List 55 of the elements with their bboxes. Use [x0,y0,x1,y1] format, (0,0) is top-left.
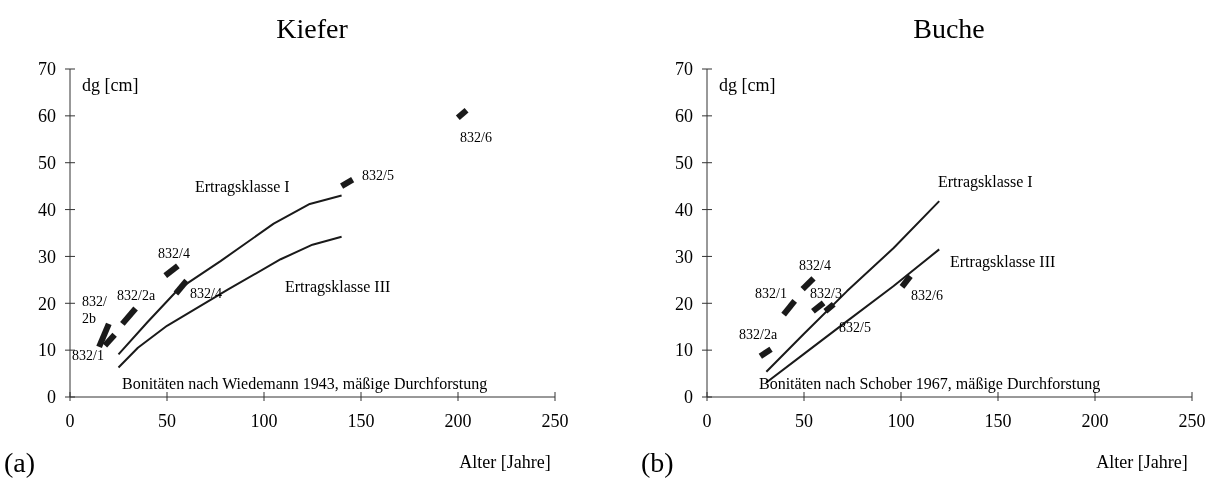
x-tick-label: 150 [347,411,375,431]
y-tick-label: 50 [38,153,56,174]
series-label: 832/1 [72,348,104,363]
chart-title: Buche [913,13,985,44]
series-label: Ertragsklasse I [938,173,1033,191]
y-tick-label: 40 [675,199,693,220]
y-axis-title: dg [cm] [82,75,139,95]
series-label: 832/6 [911,288,943,303]
y-tick-label: 20 [38,293,56,314]
x-axis-title: Alter [Jahre] [459,452,551,472]
y-tick-label: 70 [38,59,56,80]
y-tick-label: 40 [38,199,56,220]
x-tick-label: 100 [887,411,915,431]
series-label: 832/4 [190,286,222,301]
series-label: 832/4 [158,246,190,261]
y-axis-title: dg [cm] [719,75,776,95]
x-tick-label: 250 [541,411,569,431]
y-tick-label: 30 [675,246,693,267]
series-label: Ertragsklasse III [285,278,391,296]
x-tick-label: 0 [702,411,712,431]
x-axis-title: Alter [Jahre] [1096,452,1188,472]
x-tick-label: 150 [984,411,1012,431]
y-tick-label: 70 [675,59,693,80]
x-tick-label: 250 [1178,411,1206,431]
series-label: 832/1 [755,286,787,301]
series-label: 832/2a [739,327,778,342]
text: (a) [4,447,36,478]
series-label: 832/5 [362,168,394,183]
series-label: 832/2b [82,294,107,326]
x-tick-label: 100 [250,411,278,431]
y-tick-label: 0 [684,387,693,408]
y-tick-label: 50 [675,153,693,174]
y-tick-label: 30 [38,246,56,267]
x-tick-label: 200 [444,411,472,431]
series-label: 832/3 [810,286,842,301]
x-tick-label: 50 [795,411,813,431]
text: (b) [641,447,674,478]
y-tick-label: 0 [47,387,56,408]
series-label: 832/5 [839,320,871,335]
series-label: 832/4 [799,258,831,273]
y-tick-label: 60 [675,106,693,127]
series-label: 832/2a [117,288,156,303]
series-label: Ertragsklasse I [195,178,290,196]
annotation: Bonitäten nach Wiedemann 1943, mäßige Durchforstung [122,375,488,393]
y-tick-label: 10 [38,340,56,361]
annotation: Bonitäten nach Schober 1967, mäßige Durchforstung [759,375,1101,393]
x-tick-label: 0 [65,411,75,431]
x-tick-label: 200 [1081,411,1109,431]
chart-title: Kiefer [276,13,349,44]
x-tick-label: 50 [158,411,176,431]
series-label: Ertragsklasse III [950,253,1056,271]
y-tick-label: 20 [675,293,693,314]
y-tick-label: 10 [675,340,693,361]
series-label: 832/6 [460,130,492,145]
y-tick-label: 60 [38,106,56,127]
